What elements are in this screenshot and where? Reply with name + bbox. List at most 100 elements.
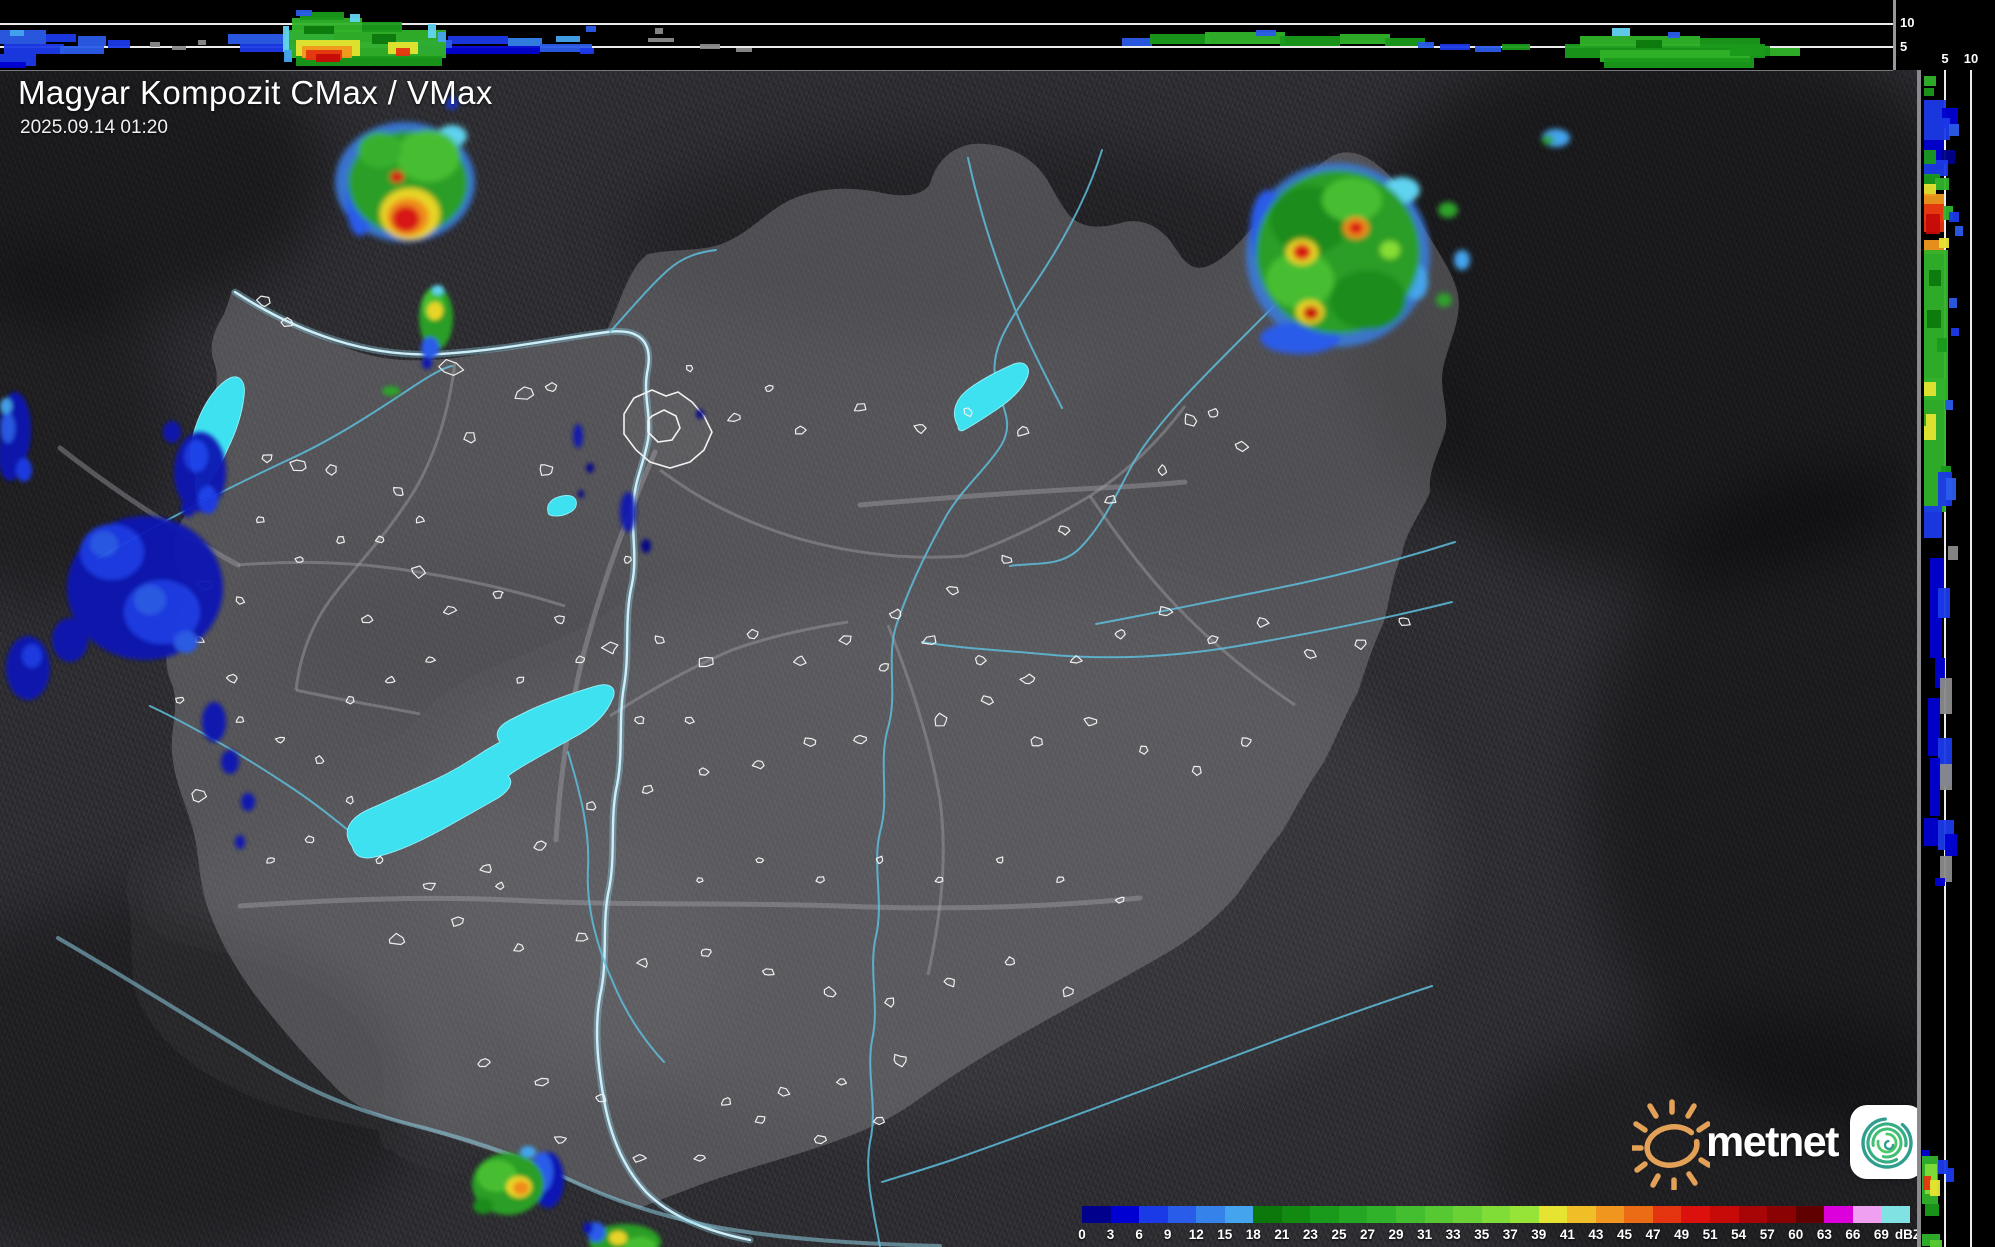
colorbar-tick: 15: [1217, 1227, 1233, 1242]
dbz-colorbar: 0 3 6 9 12 15 18 21 23 25 27 29 31 33 35 37 39 41 43 45 47 49…: [1078, 1206, 1921, 1247]
county-borders: [237, 361, 1296, 976]
town-outline: [374, 535, 385, 544]
vmax-top-profile: [0, 0, 1893, 70]
town-outline: [1256, 617, 1270, 628]
town-outline: [225, 673, 238, 684]
town-outline: [884, 997, 895, 1008]
altitude-gridline-10km: [0, 23, 1893, 25]
town-outline: [872, 1116, 886, 1126]
town-outline: [1184, 413, 1198, 427]
colorbar-cell: [1139, 1206, 1168, 1223]
colorbar-tick: 29: [1388, 1227, 1404, 1242]
town-outline: [934, 876, 944, 884]
colorbar-tick: 21: [1274, 1227, 1290, 1242]
town-outline: [375, 855, 384, 865]
town-outline: [384, 675, 396, 684]
top-profile-echoes: [0, 10, 1800, 68]
colorbar-cell: [1852, 1206, 1882, 1223]
town-outline: [893, 1053, 907, 1068]
colorbar-tick: 0: [1078, 1227, 1086, 1242]
town-outline: [492, 590, 504, 599]
town-outline: [575, 932, 589, 942]
town-outline: [641, 784, 654, 795]
town-outline: [1104, 495, 1117, 504]
colorbar-tick: 33: [1445, 1227, 1461, 1242]
colorbar-unit-label: dBZ: [1894, 1227, 1922, 1242]
precip-blob-north: [382, 285, 453, 396]
town-outline: [654, 635, 665, 644]
town-outline: [600, 641, 619, 655]
town-outline: [934, 712, 948, 727]
right-axis-label-10km: 10: [1963, 51, 1979, 66]
town-outline: [853, 403, 867, 412]
town-outline: [1030, 736, 1043, 747]
town-outline: [632, 1154, 647, 1163]
town-outline: [878, 663, 889, 672]
colorbar-tick: 23: [1302, 1227, 1318, 1242]
colorbar-cell: [1481, 1206, 1511, 1223]
colorbar-tick: 45: [1616, 1227, 1632, 1242]
colorbar-cell: [1253, 1206, 1282, 1223]
town-outline: [345, 795, 354, 805]
town-outline: [388, 932, 406, 946]
colorbar-tick: 49: [1674, 1227, 1690, 1242]
town-outline: [803, 737, 817, 747]
town-outline: [980, 695, 994, 706]
precip-scattered-dots: [573, 409, 704, 553]
precip-blob-south2: [583, 1222, 661, 1247]
colorbar-cell: [1538, 1206, 1568, 1223]
logo-text: metnet: [1706, 1117, 1839, 1166]
right-profile-echoes: [1922, 70, 1972, 1247]
town-outline: [586, 801, 597, 811]
town-outline: [595, 1094, 607, 1103]
colorbar-tick: 3: [1106, 1227, 1115, 1242]
town-outline: [1234, 440, 1250, 453]
colorbar-tick: 31: [1417, 1227, 1433, 1242]
town-outline: [191, 788, 208, 803]
town-outline: [294, 556, 304, 563]
town-outline: [1157, 464, 1168, 476]
town-outline: [1114, 629, 1126, 640]
town-outline: [1001, 554, 1013, 564]
colorbar-cell: [1167, 1206, 1197, 1223]
town-outline: [479, 864, 492, 874]
colorbar-tick: 66: [1845, 1227, 1861, 1242]
town-outline: [1191, 765, 1202, 776]
drava-river: [56, 936, 942, 1247]
town-outline: [544, 382, 558, 392]
town-outline: [553, 1136, 567, 1144]
town-outline: [514, 386, 535, 400]
top-axis-label-10km: 10: [1900, 15, 1915, 30]
town-outline: [974, 654, 987, 666]
town-outline: [1303, 649, 1317, 659]
colorbar-cell: [1567, 1206, 1596, 1223]
top-axis-label-5km: 5: [1900, 39, 1908, 54]
precip-west-rain: [0, 392, 255, 849]
town-outline: [175, 696, 185, 704]
town-outline: [336, 536, 345, 545]
metnet-app-icon: [1849, 1105, 1924, 1179]
lake-tisza: [954, 362, 1029, 432]
town-outline: [575, 655, 585, 664]
town-outline: [764, 384, 774, 392]
colorbar-cell: [1681, 1206, 1711, 1223]
colorbar-cell: [1338, 1206, 1368, 1223]
town-outline: [853, 734, 867, 745]
town-outline: [761, 968, 775, 976]
town-outline: [813, 1134, 827, 1145]
colorbar-tick: 60: [1788, 1227, 1804, 1242]
colorbar-tick: 43: [1588, 1227, 1604, 1242]
town-outline: [325, 464, 337, 476]
colorbar-cell: [1110, 1206, 1140, 1223]
town-outline: [315, 755, 325, 764]
town-outline: [815, 876, 825, 884]
colorbar-cell: [1510, 1206, 1539, 1223]
country-border: [166, 144, 1459, 1208]
profile-axis-corner: 10 5 5 10: [1893, 0, 1995, 70]
town-outline: [684, 716, 695, 725]
colorbar-cell: [1738, 1206, 1768, 1223]
town-outline: [698, 767, 710, 776]
town-outline: [835, 1078, 848, 1086]
precip-storm-nw: [335, 97, 475, 242]
